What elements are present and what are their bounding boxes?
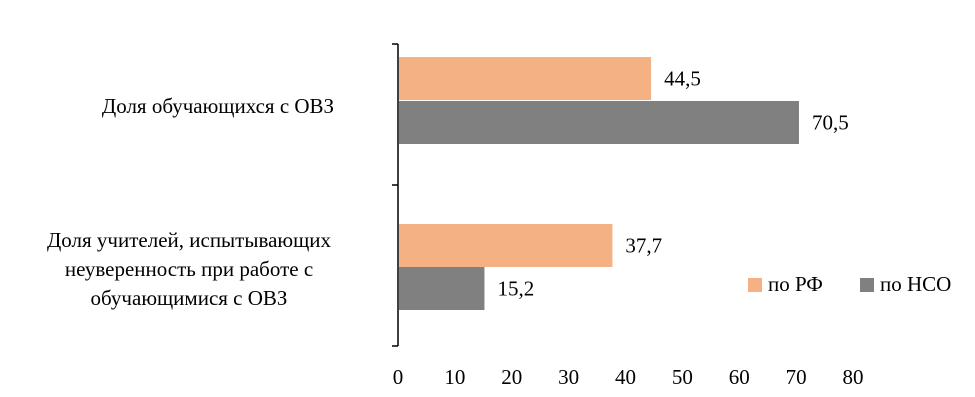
bar <box>399 224 613 267</box>
legend-swatch <box>748 278 762 292</box>
bar <box>399 267 485 310</box>
bar <box>399 57 652 100</box>
x-tick-label: 0 <box>393 365 404 389</box>
category-label: обучающимися с ОВЗ <box>91 286 288 310</box>
labels-layer: 44,5 70,5 37,7 15,2 <box>497 67 848 301</box>
legend-label: по РФ <box>768 272 823 296</box>
x-tick-label: 10 <box>444 365 465 389</box>
x-tick-label: 60 <box>729 365 750 389</box>
x-tick-label: 40 <box>615 365 636 389</box>
data-label: 37,7 <box>625 234 662 258</box>
legend: по РФ по НСО <box>748 272 951 296</box>
category-label: Доля учителей, испытывающих <box>47 228 332 252</box>
category-label: Доля обучающихся с ОВЗ <box>102 94 334 118</box>
legend-label: по НСО <box>880 272 951 296</box>
x-tick-label: 50 <box>672 365 693 389</box>
x-tick-label: 30 <box>558 365 579 389</box>
axis-layer <box>392 43 399 347</box>
x-tick-label: 20 <box>501 365 522 389</box>
x-tick-label: 80 <box>843 365 864 389</box>
data-label: 70,5 <box>812 111 849 135</box>
category-label: неуверенность при работе с <box>65 257 313 281</box>
bars-layer <box>399 57 799 310</box>
category-labels: Доля обучающихся с ОВЗ Доля учителей, исп… <box>47 94 334 310</box>
ticks-layer: 0 10 20 30 40 50 60 70 80 <box>393 365 864 389</box>
data-label: 44,5 <box>664 67 701 91</box>
data-label: 15,2 <box>497 277 534 301</box>
x-tick-label: 70 <box>786 365 807 389</box>
legend-swatch <box>860 278 874 292</box>
bar <box>399 101 799 144</box>
